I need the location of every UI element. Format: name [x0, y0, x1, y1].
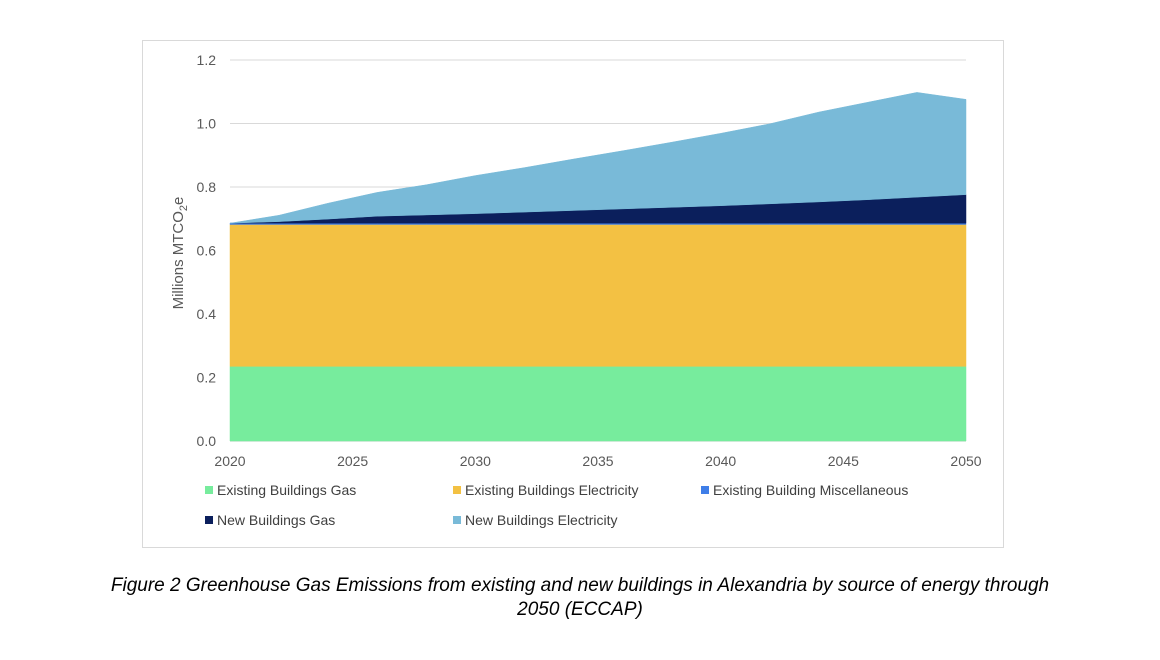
y-tick-label: 0.8: [197, 179, 217, 195]
x-tick-label: 2035: [582, 453, 613, 469]
x-axis-ticks: 2020 2025 2030 2035 2040 2045 2050: [214, 453, 981, 469]
caption-line-1: Figure 2 Greenhouse Gas Emissions from e…: [110, 575, 1050, 596]
y-tick-label: 0.2: [197, 370, 217, 386]
x-tick-label: 2020: [214, 453, 245, 469]
area-new-buildings-electricity: [229, 92, 967, 224]
legend-swatch-existing-building-miscellaneous: [701, 486, 709, 494]
y-tick-label: 0.6: [197, 243, 217, 259]
x-tick-label: 2045: [828, 453, 859, 469]
legend-swatch-existing-buildings-gas: [205, 486, 213, 494]
x-tick-label: 2025: [337, 453, 368, 469]
x-tick-label: 2030: [460, 453, 491, 469]
y-tick-label: 0.0: [197, 433, 217, 449]
x-tick-label: 2050: [950, 453, 981, 469]
stacked-areas: [229, 92, 967, 442]
legend-swatch-new-buildings-electricity: [453, 516, 461, 524]
x-tick-label: 2040: [705, 453, 736, 469]
legend-label-new-buildings-electricity: New Buildings Electricity: [465, 512, 618, 528]
area-chart: 0.00.20.40.60.81.01.2 2020 2025 2030 2035 20…: [170, 52, 982, 528]
area-existing-buildings-gas: [229, 366, 967, 442]
legend-label-new-buildings-gas: New Buildings Gas: [217, 512, 335, 528]
y-axis-title: Millions MTCO2e: [170, 197, 190, 310]
caption-line-2: 2050 (ECCAP): [517, 599, 643, 620]
legend-swatch-new-buildings-gas: [205, 516, 213, 524]
y-axis-ticks: 0.0 0.2 0.4 0.6 0.8 1.0 1.2: [197, 52, 217, 449]
legend-label-existing-buildings-electricity: Existing Buildings Electricity: [465, 482, 639, 498]
chart-frame: 0.0 0.2 0.4 0.6 0.8 1.0 1.2 2020 2025 2030 2035 20…: [142, 40, 1004, 548]
figure-caption: Figure 2 Greenhouse Gas Emissions from e…: [0, 574, 1160, 622]
y-tick-label: 1.2: [197, 52, 217, 68]
legend-swatch-existing-buildings-electricity: [453, 486, 461, 494]
legend-label-existing-buildings-gas: Existing Buildings Gas: [217, 482, 356, 498]
y-tick-label: 0.4: [197, 306, 217, 322]
legend-label-existing-building-miscellaneous: Existing Building Miscellaneous: [713, 482, 908, 498]
area-existing-buildings-electricity: [229, 224, 967, 367]
y-tick-label: 1.0: [197, 116, 217, 132]
legend: Existing Buildings Gas Existing Buildings…: [205, 482, 908, 528]
